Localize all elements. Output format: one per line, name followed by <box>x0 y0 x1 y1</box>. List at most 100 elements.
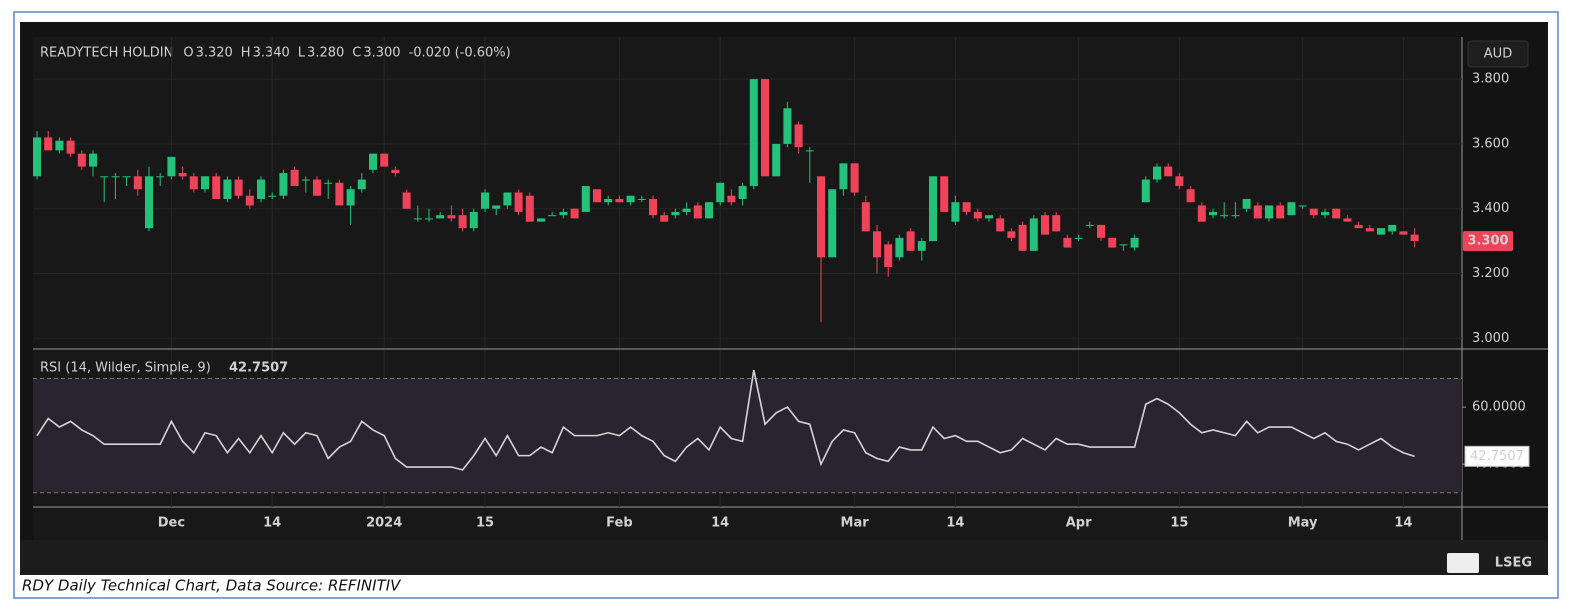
candle-body <box>1063 237 1072 248</box>
x-tick-label: Mar <box>841 516 870 531</box>
candle-body <box>425 218 433 220</box>
candle-body <box>985 215 993 219</box>
candle-body <box>1108 237 1117 248</box>
candle-body <box>1365 228 1374 232</box>
x-tick-label: 15 <box>1170 516 1188 531</box>
candle-body <box>805 150 814 152</box>
candle-body <box>1231 215 1240 217</box>
candle-body <box>951 202 960 222</box>
candle-body <box>133 176 142 190</box>
candle-body <box>1354 224 1363 229</box>
candle-body <box>682 208 691 212</box>
candle-body <box>447 215 456 219</box>
candle-body <box>1175 176 1184 187</box>
candle-body <box>201 176 209 190</box>
candle-body <box>369 153 377 170</box>
candle-body <box>1410 234 1419 242</box>
candle-body <box>570 208 579 219</box>
candle-body <box>514 192 523 212</box>
candle-body <box>593 189 601 203</box>
logo: LSEG <box>1495 556 1532 571</box>
candle-body <box>817 176 825 258</box>
candle-body <box>122 176 131 178</box>
candle-body <box>727 195 736 203</box>
candle-body <box>1242 198 1251 209</box>
candle-body <box>234 179 243 196</box>
candle-body <box>604 198 613 203</box>
x-tick-label: 2024 <box>366 516 402 531</box>
rsi-line <box>36 369 1415 471</box>
candle-body <box>1276 205 1285 219</box>
candle-body <box>66 140 75 154</box>
candle-body <box>324 182 333 184</box>
candle-body <box>772 143 781 177</box>
x-tick-label: 15 <box>476 516 494 531</box>
rsi-band <box>33 378 1462 493</box>
candle-body <box>1141 179 1150 203</box>
candle-body <box>436 215 445 219</box>
candle-body <box>156 176 165 178</box>
candle-body <box>77 153 86 167</box>
candle-body <box>1220 215 1229 217</box>
candle-body <box>671 211 680 216</box>
x-tick-label: 14 <box>1394 516 1412 531</box>
candle-body <box>1153 166 1161 180</box>
candle-body <box>44 137 53 151</box>
header: READYTECH HOLDIN O 3.320 H 3.340 L 3.280 C 3.300… <box>40 46 511 61</box>
candle-body <box>268 195 277 197</box>
candle-body <box>1309 208 1318 216</box>
candle-body <box>89 153 97 167</box>
candle-body <box>1119 244 1128 246</box>
candle-body <box>1097 224 1105 238</box>
candle-body <box>615 198 624 203</box>
candle-body <box>492 205 501 209</box>
candle-body <box>962 202 971 212</box>
candle-body <box>1343 218 1352 222</box>
x-tick-label: May <box>1288 516 1318 531</box>
header-text: O <box>183 46 193 61</box>
caption: RDY Daily Technical Chart, Data Source: … <box>22 577 402 595</box>
candle-body <box>1007 231 1016 238</box>
candle-body <box>503 192 512 206</box>
x-tick-label: 14 <box>711 516 729 531</box>
candle-body <box>581 186 590 212</box>
header-text: READYTECH HOLDIN <box>40 46 173 61</box>
header-text: H <box>241 46 251 61</box>
candle-body <box>402 192 411 209</box>
candle-body <box>705 202 713 219</box>
candle-body <box>33 137 41 177</box>
candle-body <box>1399 231 1408 235</box>
last-price-label: 3.300 <box>1467 234 1508 249</box>
rsi-current: 42.7507 <box>229 361 288 376</box>
candle-body <box>413 218 422 220</box>
candle-body <box>1018 224 1027 251</box>
x-tick-label: Apr <box>1066 516 1092 531</box>
candle-body <box>380 153 389 167</box>
candle-body <box>973 211 982 219</box>
currency-box <box>1467 40 1529 68</box>
candle-body <box>357 179 366 190</box>
rsi-value-label: 42.7507 <box>1470 449 1524 464</box>
candle-body <box>111 176 120 178</box>
candle-body <box>279 173 288 196</box>
y-tick-label: 3.000 <box>1472 331 1509 346</box>
candle-body <box>850 163 859 193</box>
candle-body <box>100 176 109 178</box>
header-text: 3.320 <box>196 46 233 61</box>
candle-body <box>1377 228 1385 235</box>
last-price-box <box>1463 231 1513 252</box>
candle-body <box>1074 237 1083 239</box>
y-tick-label: 3.600 <box>1472 136 1509 151</box>
candle-body <box>458 215 467 229</box>
candle-body <box>1197 205 1206 222</box>
rsi-value-box <box>1464 445 1530 467</box>
candle-body <box>1052 215 1061 232</box>
candle-body <box>906 231 915 251</box>
candle-body <box>313 179 321 196</box>
candle-body <box>794 124 803 148</box>
candle-body <box>626 195 635 203</box>
candle-body <box>1130 237 1139 248</box>
candle-body <box>783 108 792 144</box>
candle-body <box>559 211 568 216</box>
candle-body <box>761 79 769 177</box>
